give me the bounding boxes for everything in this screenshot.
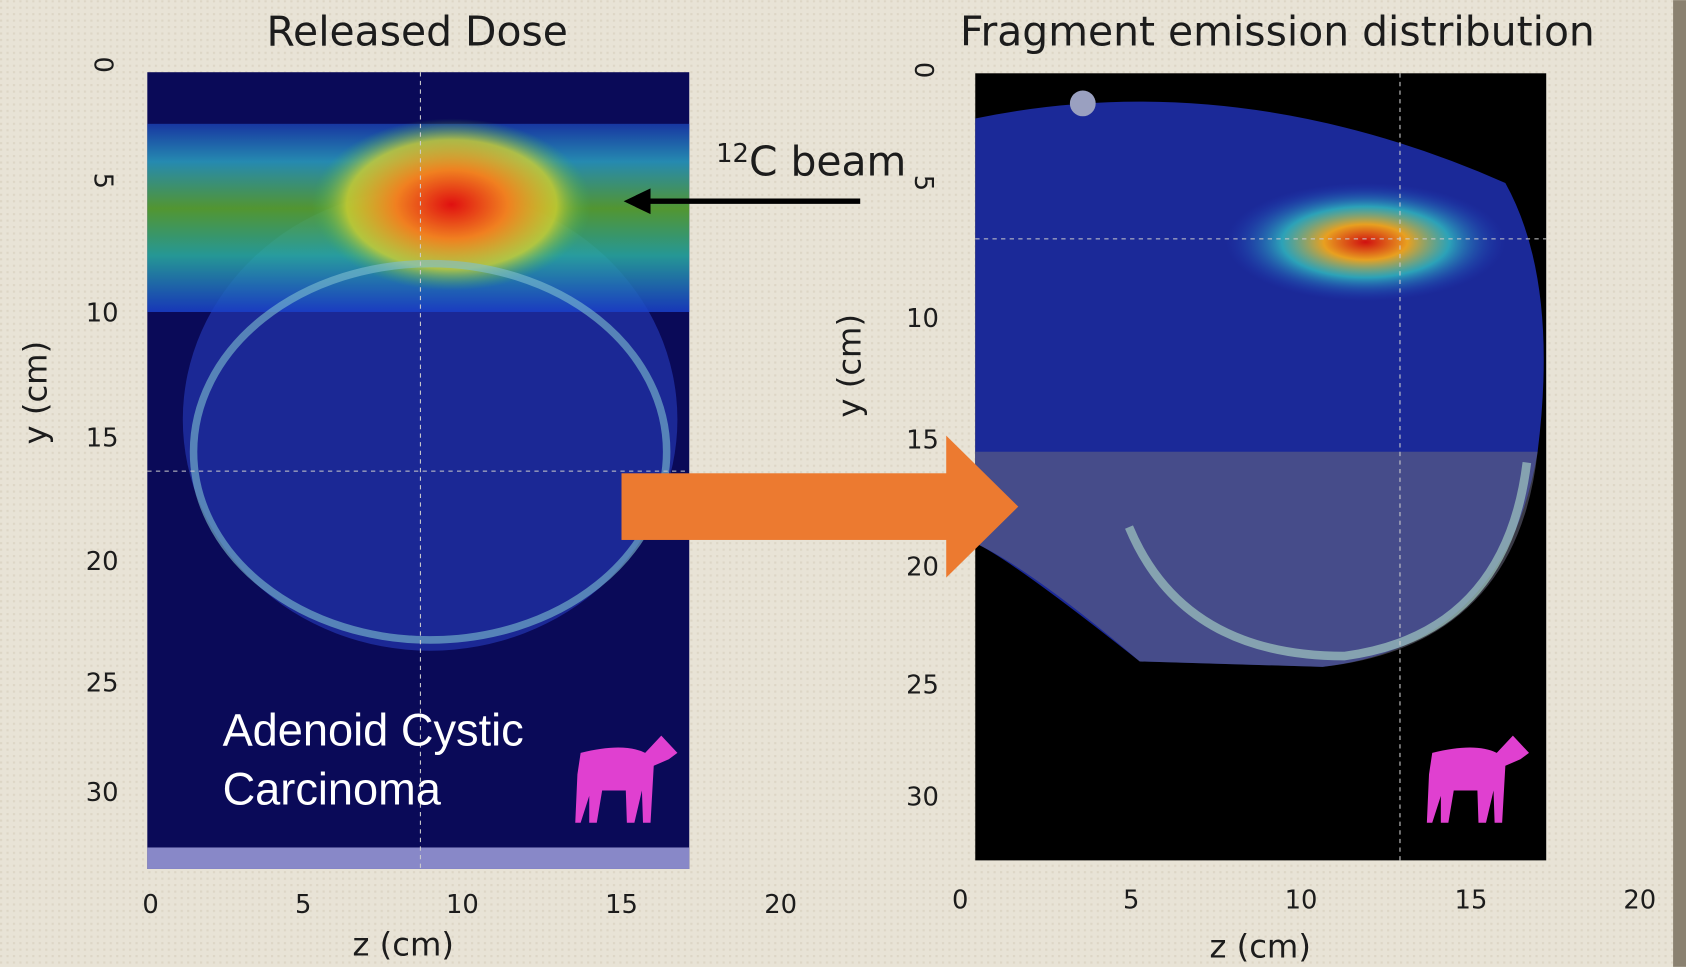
x-tick-label: 20 (1623, 886, 1656, 916)
y-tick-label: 25 (906, 671, 939, 701)
emission-image (975, 73, 1547, 861)
horse-icon (575, 735, 1530, 823)
x-tick-label: 10 (1285, 886, 1318, 916)
y-tick-label: 15 (906, 426, 939, 456)
edge (1673, 0, 1686, 967)
y-tick-label: 30 (906, 783, 939, 813)
left-y-label: y (cm) (17, 341, 55, 445)
y-tick-label: 25 (86, 669, 119, 699)
x-tick-label: 5 (295, 890, 311, 920)
x-tick-label: 15 (1455, 886, 1488, 916)
y-tick-label: 20 (906, 552, 939, 582)
right-y-label: y (cm) (831, 314, 869, 418)
y-tick-label: 0 (88, 56, 118, 72)
beam-superscript: 12 (716, 138, 749, 168)
transition-arrow (621, 435, 1019, 578)
y-tick-label: 5 (88, 173, 118, 189)
left-x-label: z (cm) (352, 925, 454, 963)
y-tick-label: 20 (86, 547, 119, 577)
y-tick-label: 5 (908, 175, 938, 191)
beam-arrow (623, 188, 861, 215)
y-tick-label: 15 (86, 423, 119, 453)
x-tick-label: 0 (142, 890, 158, 920)
y-tick-label: 30 (86, 778, 119, 808)
right-title: Fragment emission distribution (960, 8, 1595, 56)
x-tick-label: 0 (952, 886, 968, 916)
x-tick-label: 5 (1123, 886, 1139, 916)
left-title: Released Dose (267, 8, 568, 56)
annotation: Carcinoma (223, 764, 442, 815)
x-tick-label: 20 (764, 890, 797, 920)
annotation: Adenoid Cystic (223, 704, 524, 755)
y-tick-label: 0 (908, 62, 938, 78)
y-tick-label: 10 (906, 304, 939, 334)
right-x-label: z (cm) (1209, 928, 1311, 966)
x-tick-label: 10 (446, 890, 479, 920)
beam-label: 12C beam (716, 138, 906, 186)
beam-text: C beam (749, 138, 906, 186)
x-tick-label: 15 (605, 890, 638, 920)
dose-image (147, 72, 690, 869)
y-tick-label: 10 (86, 299, 119, 329)
